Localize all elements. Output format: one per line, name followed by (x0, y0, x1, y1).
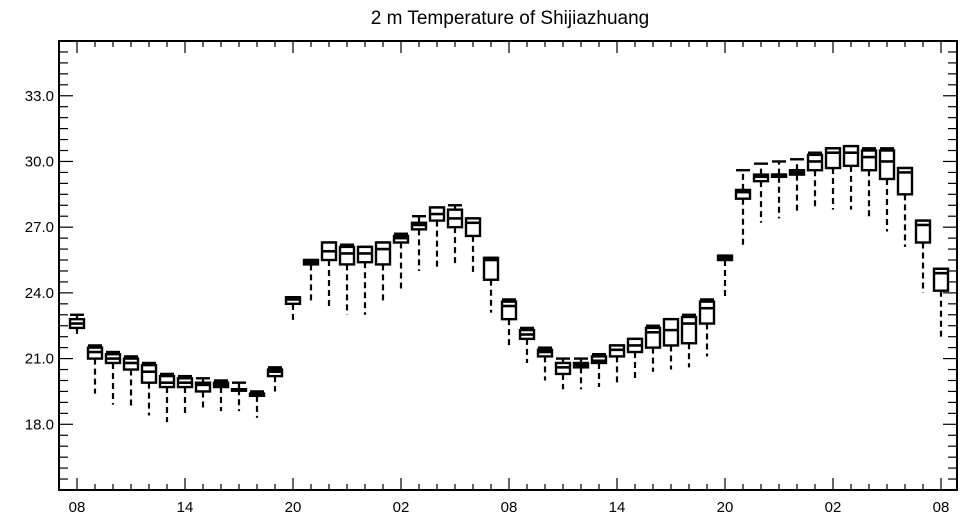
iqr-box (842, 144, 860, 168)
box-item (68, 313, 86, 335)
box-item (518, 326, 536, 363)
box-item (356, 245, 374, 315)
iqr-box (662, 317, 680, 347)
box-item (536, 346, 554, 381)
iqr-box (698, 300, 716, 325)
box-item (752, 162, 770, 223)
iqr-box (644, 326, 662, 349)
iqr-box (464, 217, 482, 238)
box-item (230, 381, 248, 412)
box-item (104, 350, 122, 405)
x-tick-label: 20 (285, 499, 302, 516)
x-tick-label: 14 (177, 499, 194, 516)
y-tick-label: 18.0 (25, 416, 54, 433)
box-item (644, 324, 662, 372)
box-item (176, 374, 194, 416)
iqr-box (896, 166, 914, 196)
box-item (284, 296, 302, 322)
box-item (896, 166, 914, 247)
box-item (680, 313, 698, 368)
box-item (122, 355, 140, 407)
iqr-box (824, 147, 842, 170)
box-item (86, 344, 104, 394)
box-item (248, 390, 266, 418)
iqr-box (374, 241, 392, 266)
box-item (590, 353, 608, 388)
y-tick-label: 33.0 (25, 88, 54, 105)
plot-frame (58, 40, 958, 491)
box-item (482, 256, 500, 313)
iqr-box (878, 149, 896, 181)
box-item (410, 215, 428, 271)
box-item (392, 232, 410, 291)
box-item (788, 158, 806, 212)
x-tick-label: 02 (393, 499, 410, 516)
box-item (428, 206, 446, 269)
box-item (572, 357, 590, 390)
box-item (374, 241, 392, 304)
box-item (194, 377, 212, 412)
box-item (914, 219, 932, 293)
chart-title: 2 m Temperature of Shijiazhuang (371, 8, 649, 29)
x-tick-label: 02 (825, 499, 842, 516)
iqr-box (194, 381, 212, 393)
box-item (734, 169, 752, 247)
iqr-box (140, 363, 158, 384)
box-item (806, 151, 824, 208)
x-tick-label: 20 (717, 499, 734, 516)
iqr-box (500, 300, 518, 321)
box-item (446, 204, 464, 267)
box-item (266, 366, 284, 392)
iqr-box (860, 149, 878, 172)
box-item (770, 160, 788, 219)
box-item (212, 379, 230, 412)
box-series (68, 144, 950, 423)
y-tick-label: 24.0 (25, 285, 54, 302)
box-item (554, 357, 572, 390)
axis-ticks (59, 40, 957, 491)
box-item (860, 147, 878, 219)
box-item (824, 147, 842, 210)
x-tick-label: 14 (609, 499, 626, 516)
box-item (464, 217, 482, 274)
y-tick-label: 30.0 (25, 153, 54, 170)
iqr-box (338, 245, 356, 266)
box-item (500, 298, 518, 346)
box-item (626, 337, 644, 379)
box-item (158, 372, 176, 423)
x-tick-label: 08 (501, 499, 518, 516)
box-item (662, 317, 680, 370)
iqr-box (482, 256, 500, 281)
box-item (338, 243, 356, 315)
box-item (878, 147, 896, 232)
box-item (698, 298, 716, 357)
iqr-box (734, 188, 752, 200)
iqr-box (680, 315, 698, 345)
tick-labels: 18.0 21.0 24.0 27.0 30.0 33.0 08 14 20 02 08 14 20 02… (25, 88, 950, 516)
box-item (842, 144, 860, 210)
box-item (302, 258, 320, 304)
box-item (716, 254, 734, 298)
box-item (932, 267, 950, 337)
box-item (320, 241, 338, 309)
box-item (140, 361, 158, 416)
y-tick-label: 21.0 (25, 351, 54, 368)
y-tick-label: 27.0 (25, 219, 54, 236)
x-tick-label: 08 (933, 499, 950, 516)
box-item (608, 344, 626, 383)
x-tick-label: 08 (69, 499, 86, 516)
